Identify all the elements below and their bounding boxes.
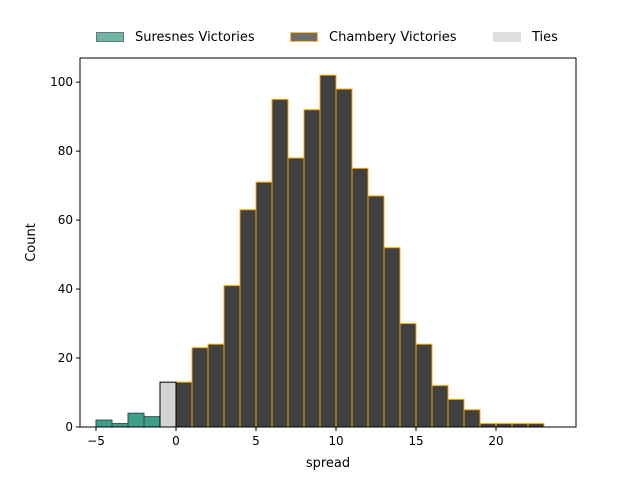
bar-chambery-victories-12	[367, 195, 385, 428]
y-tick-label: 60	[58, 213, 73, 227]
legend-item: Ties	[493, 26, 558, 48]
bar-chambery-victories-15	[415, 343, 433, 428]
legend-label: Suresnes Victories	[135, 29, 255, 45]
y-axis-label: Count	[24, 223, 39, 262]
legend-item: Suresnes Victories	[96, 26, 255, 48]
bar-suresnes-victories-2	[127, 412, 145, 428]
legend-label: Ties	[532, 29, 558, 45]
x-tick-label: 0	[172, 434, 180, 448]
bar-chambery-victories-11	[351, 167, 369, 428]
bar-ties-0	[159, 381, 177, 428]
bar-chambery-victories-5	[255, 181, 273, 428]
bar-suresnes-victories-1	[111, 423, 129, 428]
x-axis-label: spread	[306, 456, 350, 471]
y-tick-label: 100	[50, 75, 73, 89]
legend-label: Chambery Victories	[329, 29, 457, 45]
bar-chambery-victories-7	[287, 157, 305, 428]
x-tick-label: −5	[87, 434, 105, 448]
bar-chambery-victories-6	[271, 98, 289, 428]
legend-item: Chambery Victories	[290, 26, 457, 48]
bar-chambery-victories-1	[191, 347, 209, 428]
y-tick-label: 20	[58, 351, 73, 365]
bar-chambery-victories-4	[239, 209, 257, 428]
bar-chambery-victories-19	[479, 423, 497, 428]
bar-chambery-victories-22	[527, 423, 545, 428]
bar-chambery-victories-20	[495, 423, 513, 428]
bar-chambery-victories-21	[511, 423, 529, 428]
bar-suresnes-victories-0	[95, 419, 113, 428]
bar-chambery-victories-0	[175, 381, 193, 428]
bar-chambery-victories-3	[223, 285, 241, 428]
bar-chambery-victories-17	[447, 398, 465, 428]
bar-chambery-victories-14	[399, 323, 417, 428]
bar-chambery-victories-18	[463, 409, 481, 428]
bar-suresnes-victories-3	[143, 416, 161, 428]
legend-swatch	[493, 32, 521, 42]
bar-chambery-victories-16	[431, 385, 449, 428]
legend: Suresnes Victories Chambery Victories Ties	[0, 26, 640, 50]
x-tick-label: 15	[408, 434, 423, 448]
x-tick-label: 10	[328, 434, 343, 448]
plot-frame	[79, 57, 577, 428]
y-tick-label: 0	[65, 420, 73, 434]
x-tick-label: 5	[252, 434, 260, 448]
bar-chambery-victories-13	[383, 247, 401, 428]
bar-chambery-victories-8	[303, 109, 321, 428]
bar-chambery-victories-9	[319, 74, 337, 428]
y-tick-label: 80	[58, 144, 73, 158]
bar-chambery-victories-2	[207, 343, 225, 428]
x-tick-label: 20	[488, 434, 503, 448]
bar-chambery-victories-10	[335, 88, 353, 428]
legend-swatch	[290, 32, 318, 42]
y-tick-label: 40	[58, 282, 73, 296]
legend-swatch	[96, 32, 124, 42]
